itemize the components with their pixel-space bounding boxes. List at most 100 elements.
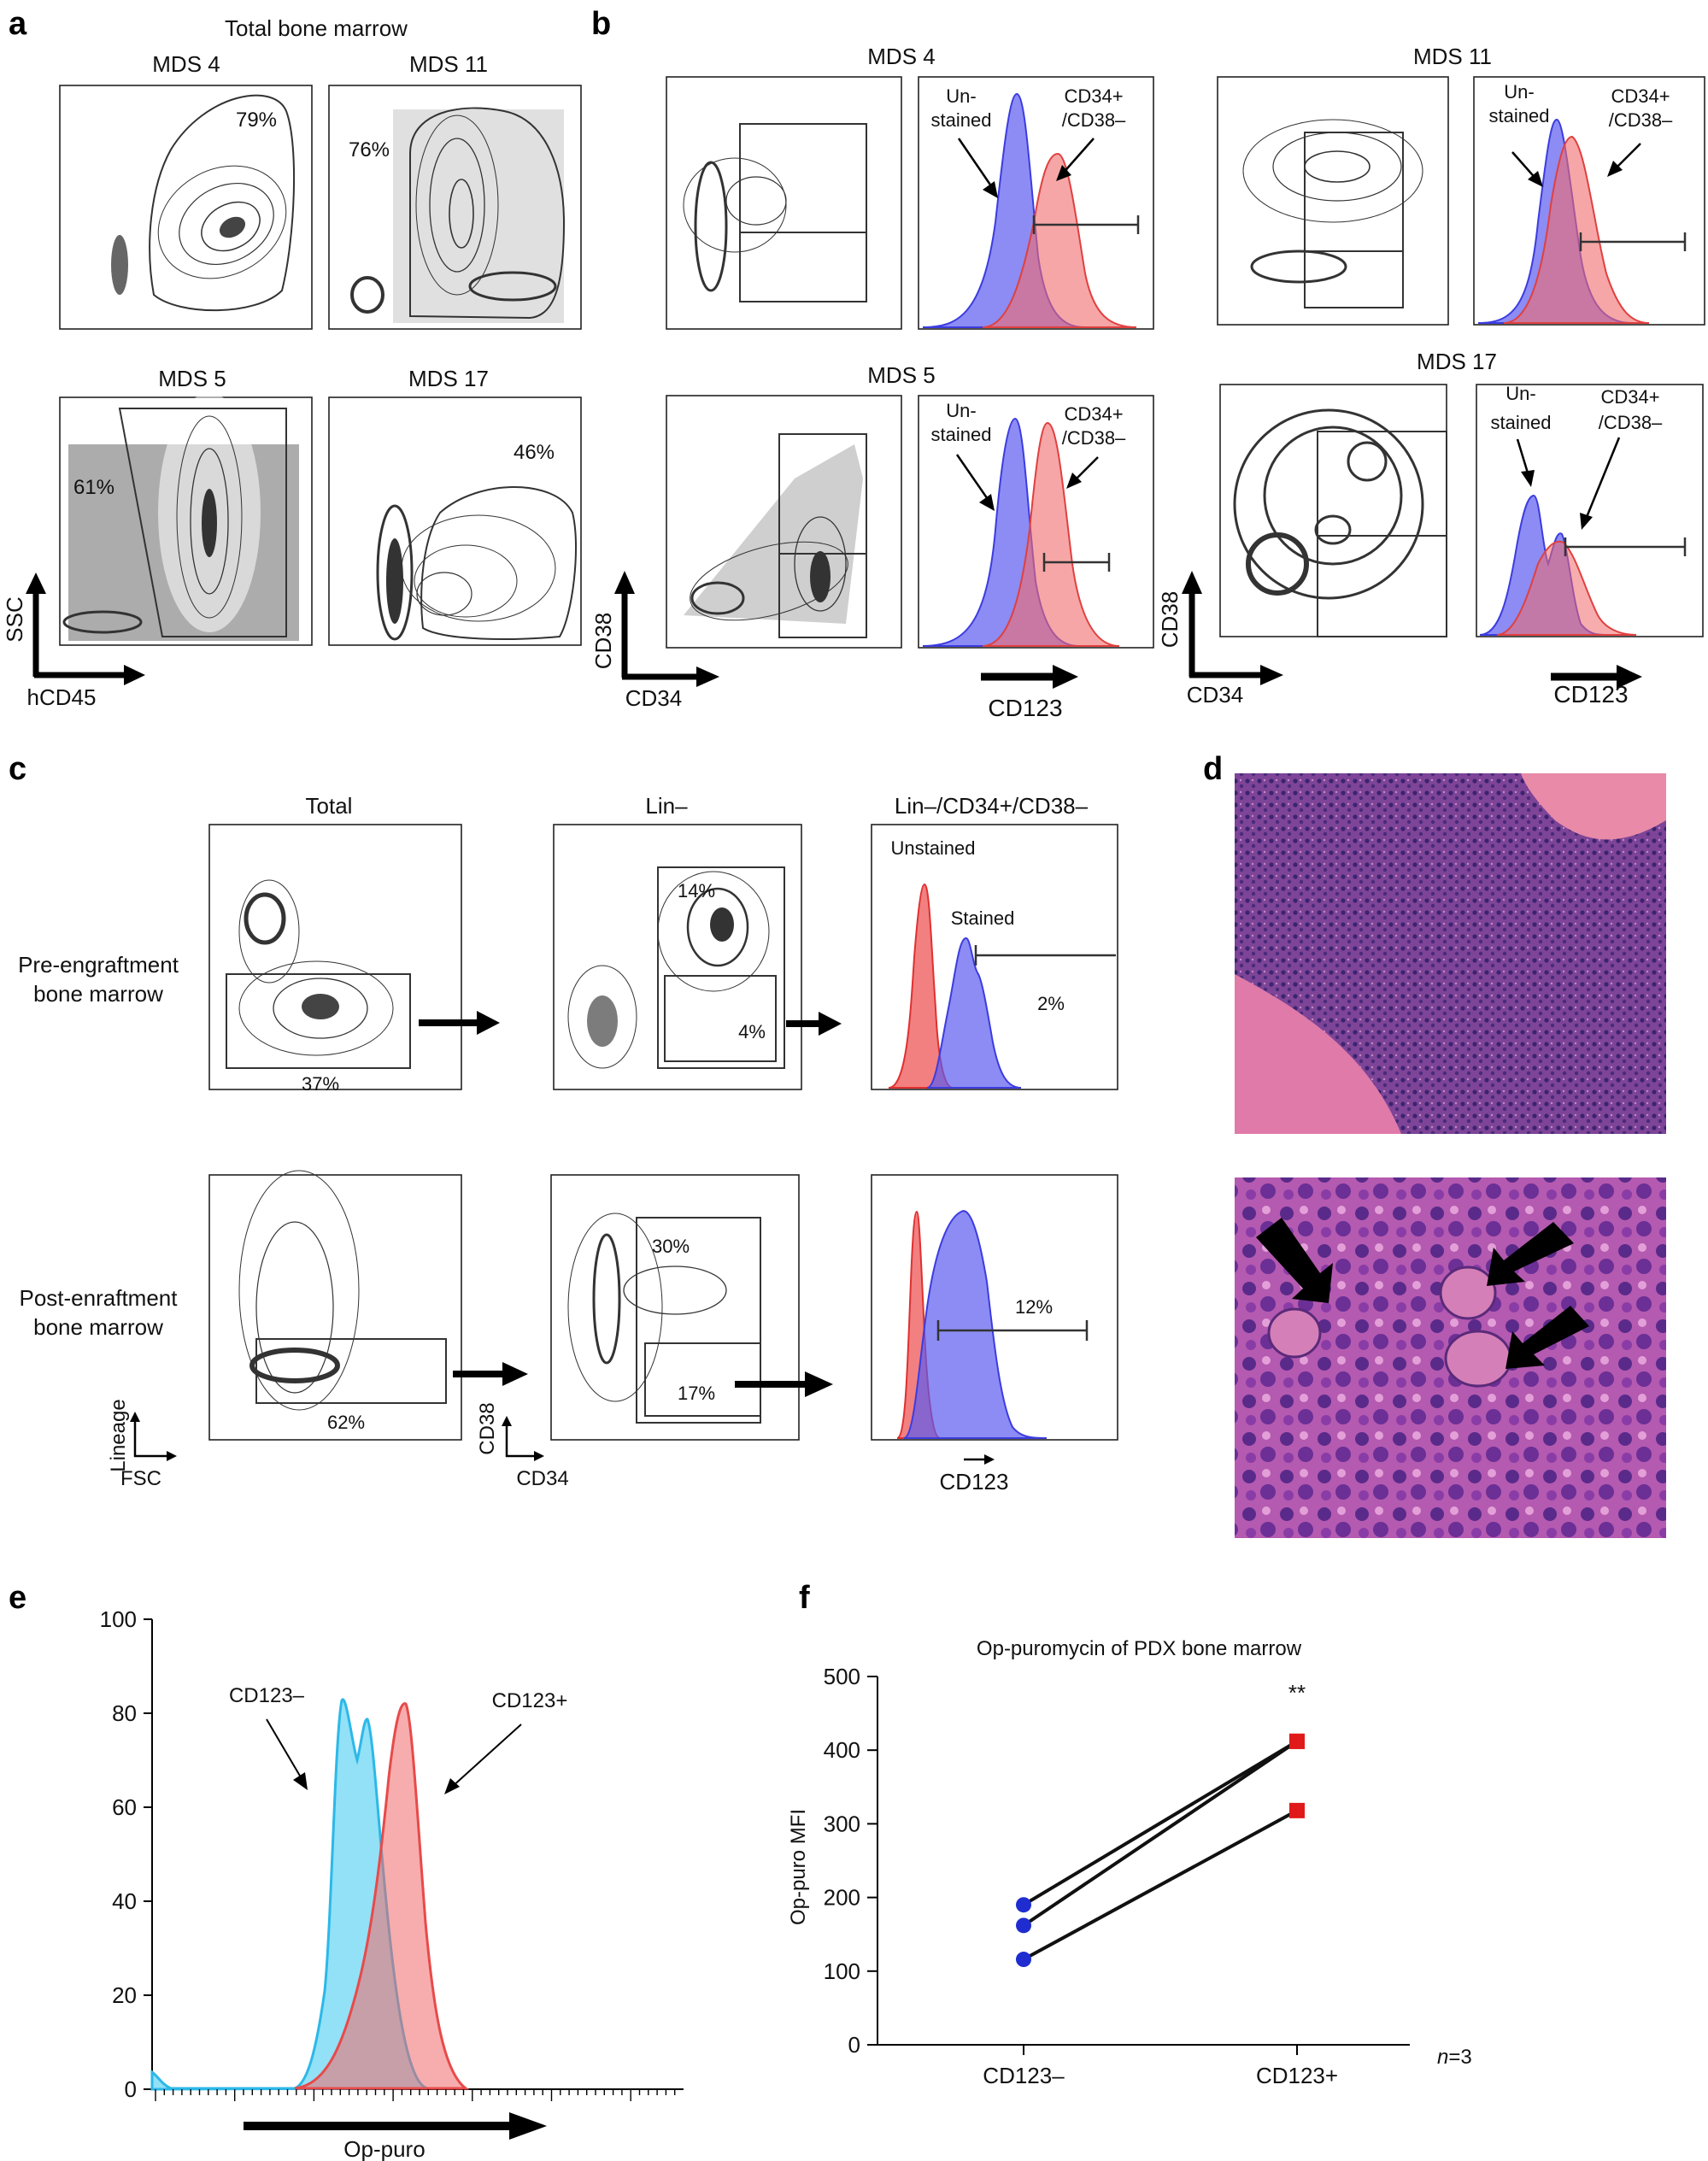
- point-cd123-pos: [1289, 1733, 1305, 1749]
- contour: [623, 1265, 727, 1315]
- arrow-icon: [1506, 1306, 1589, 1369]
- contour: [592, 1233, 621, 1365]
- contour: [567, 1213, 663, 1402]
- plot-frame-c-r1-total: [208, 824, 462, 1090]
- contour: [1246, 532, 1309, 596]
- hist-frame-c-r1: [871, 824, 1118, 1090]
- contour: [273, 978, 368, 1039]
- gate-rect: [1317, 431, 1447, 637]
- y-tick-label: 200: [824, 1885, 860, 1911]
- y-tick-label: 0: [125, 2076, 137, 2102]
- contour: [238, 879, 300, 984]
- contour: [416, 572, 472, 616]
- contour: [1250, 250, 1347, 284]
- x-tick-label: CD123–: [983, 2063, 1065, 2088]
- arrow: [955, 454, 993, 505]
- contour: [725, 176, 787, 226]
- chart-title: Op-puromycin of PDX bone marrow: [977, 1637, 1302, 1660]
- axis-label-cd38: CD38: [590, 613, 616, 669]
- contour-frame-b-mds4: [666, 76, 902, 330]
- contour: [1233, 408, 1424, 600]
- axis-label-ssc: SSC: [2, 596, 27, 642]
- contour: [415, 115, 499, 296]
- gate-percent: 37%: [302, 1073, 339, 1095]
- label-stained: Stained: [951, 907, 1015, 929]
- megakaryocyte: [1439, 1265, 1497, 1320]
- arrowhead: [1066, 473, 1082, 489]
- arrowhead: [614, 571, 635, 594]
- gate-rect-inner: [664, 975, 777, 1062]
- bone-trabecula: [1521, 773, 1666, 840]
- y-tick-label: 0: [848, 2032, 860, 2058]
- contour: [690, 581, 745, 615]
- gate-rect: [739, 123, 867, 302]
- arrowhead: [805, 1371, 833, 1397]
- label-unstained: stained: [931, 424, 992, 445]
- contour-core: [810, 551, 831, 602]
- arrow: [1060, 138, 1095, 176]
- axis-label-cd123: CD123: [988, 695, 1062, 721]
- x-minor-ticks: [155, 2089, 676, 2101]
- arrow: [1583, 437, 1621, 522]
- panel-label-c: c: [9, 751, 26, 787]
- plot-frame-c-r1-lin: [553, 824, 802, 1090]
- y-tick-label: 100: [100, 1606, 137, 1632]
- contour: [694, 161, 728, 292]
- arrowhead: [1260, 665, 1283, 685]
- bone-trabecula: [1235, 974, 1401, 1134]
- micrograph-high-mag: [1235, 1177, 1666, 1538]
- axis-label-op-puro: Op-puro: [343, 2136, 425, 2161]
- label-cd123-neg: CD123–: [229, 1684, 305, 1707]
- label-cd34-cd38: CD34+: [1064, 403, 1123, 425]
- y-tick-label: 20: [112, 1982, 137, 2008]
- label-cd34-cd38: /CD38–: [1062, 109, 1126, 131]
- contour: [244, 892, 286, 945]
- axis-label-cd38: CD38: [1157, 591, 1183, 648]
- hist-stained: [1496, 540, 1637, 636]
- contour: [1304, 150, 1371, 183]
- arrowhead: [1607, 161, 1623, 177]
- hist-stained: [903, 1210, 1048, 1439]
- contour: [468, 271, 557, 302]
- gate-rect: [778, 433, 867, 638]
- hist-unstained: [888, 883, 954, 1089]
- cluster: [111, 235, 128, 295]
- row-label-post: bone marrow: [33, 1314, 163, 1340]
- plot-title-b-mds11: MDS 11: [1413, 44, 1492, 69]
- plot-title-mds17: MDS 17: [408, 366, 489, 391]
- micrograph-low-mag: [1235, 773, 1666, 1134]
- label-unstained: Un-: [946, 85, 976, 107]
- plot-frame-c-r2-total: [208, 1174, 462, 1441]
- contour: [201, 201, 261, 252]
- gate-percent-mds17: 46%: [514, 441, 555, 464]
- arrowhead: [1617, 665, 1642, 689]
- label-cd34-cd38: CD34+: [1064, 85, 1123, 107]
- arrowhead: [130, 1412, 140, 1422]
- y-tick-label: 80: [112, 1700, 137, 1726]
- arrowhead: [124, 665, 145, 685]
- contour-frame-b-mds11: [1217, 76, 1449, 326]
- label-unstained: Un-: [946, 400, 976, 421]
- plot-title-b-mds4: MDS 4: [867, 44, 935, 69]
- hist-frame-b-mds17: [1476, 384, 1704, 637]
- gate-rect: [226, 973, 411, 1069]
- megakaryocyte: [1267, 1307, 1322, 1359]
- row-label-post: Post-enraftment: [20, 1285, 179, 1311]
- axis-label-cd38: CD38: [476, 1402, 499, 1454]
- panel-label-e: e: [9, 1580, 26, 1616]
- chart-f: 0 100 200 300 400 500 CD123– CD123+: [824, 1664, 1410, 2088]
- arrow-icon: [1487, 1222, 1574, 1286]
- contour: [238, 1170, 360, 1411]
- hist-frame-b-mds4: [918, 76, 1154, 330]
- contour-core: [219, 216, 246, 238]
- col-title-lin: Lin–: [645, 793, 688, 819]
- contour: [176, 415, 243, 619]
- gate-percent: 2%: [1037, 993, 1065, 1014]
- label-unstained: stained: [1489, 105, 1550, 126]
- contour: [690, 541, 848, 621]
- dot-cloud: [684, 444, 863, 624]
- row-label-pre: bone marrow: [33, 981, 163, 1007]
- significance-marker: **: [1288, 1680, 1306, 1706]
- pair-line: [1023, 1809, 1298, 1961]
